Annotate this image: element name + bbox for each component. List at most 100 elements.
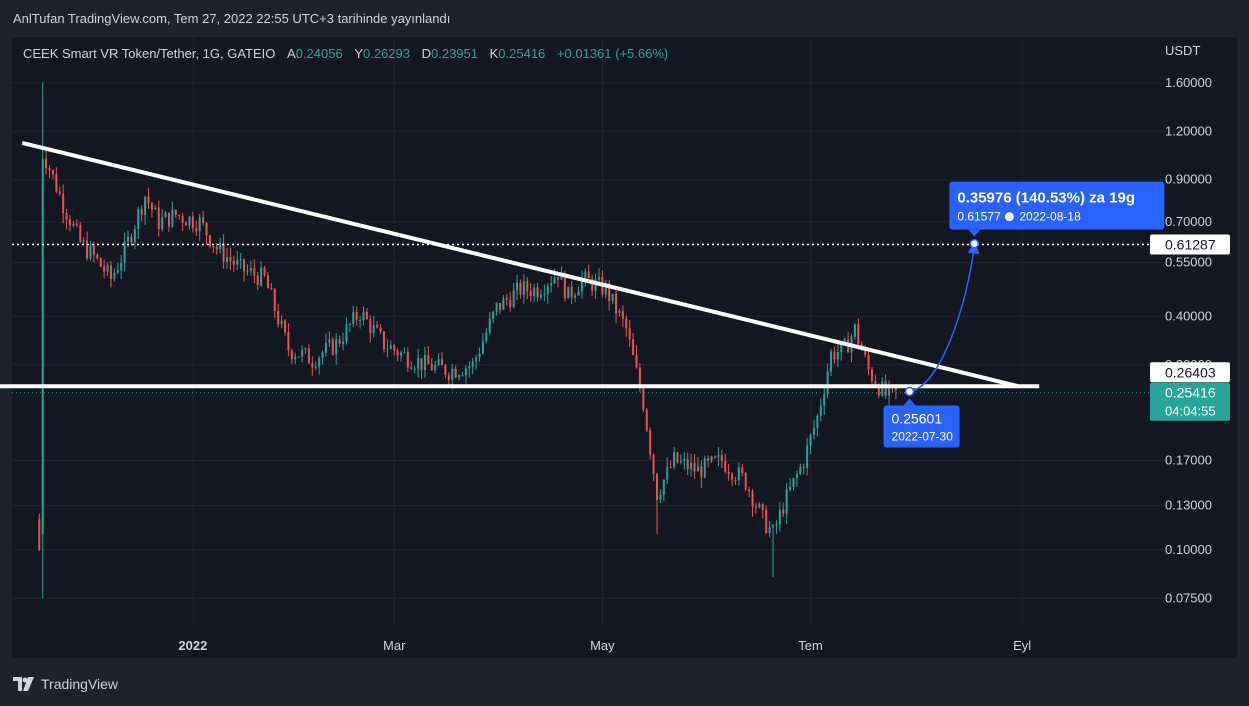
candle-body — [888, 385, 891, 396]
publish-info: AnlTufan TradingView.com, Tem 27, 2022 2… — [13, 11, 451, 26]
candle-body — [546, 285, 549, 294]
candle-body — [570, 286, 573, 298]
candle-body — [754, 506, 757, 508]
candle-body — [150, 202, 153, 210]
projection-change-label: 0.35976 (140.53%) za 19g — [957, 190, 1135, 207]
chart-frame[interactable] — [12, 37, 1237, 658]
candle-body — [185, 222, 188, 226]
candle-body — [464, 368, 467, 376]
candle-body — [294, 356, 297, 359]
candle-body — [290, 350, 293, 359]
candle-body — [202, 217, 205, 223]
candle-body — [270, 288, 273, 290]
candle-body — [181, 216, 184, 223]
candle-body — [666, 466, 669, 480]
drawings[interactable]: 0.35976 (140.53%) za 19g 0.61577 2022-08-1… — [0, 140, 1165, 448]
candle-body — [553, 277, 556, 284]
candle-body — [133, 228, 136, 243]
candle-body — [843, 339, 846, 342]
candle-body — [219, 242, 222, 250]
candle-body — [761, 504, 764, 510]
candle-body — [92, 245, 95, 255]
y-tick-label: 0.70000 — [1165, 214, 1212, 229]
candle-body — [468, 366, 471, 369]
candle-body — [471, 361, 474, 367]
candle-body — [686, 459, 689, 470]
candle-body — [191, 216, 194, 229]
candle-body — [420, 358, 423, 371]
candle-body — [737, 467, 740, 481]
candle-body — [195, 228, 198, 232]
symbol-legend: CEEK Smart VR Token/Tether, 1G, GATEIO A… — [23, 46, 668, 61]
projection-start-handle — [904, 386, 915, 397]
y-tick-label: 0.13000 — [1165, 498, 1212, 513]
candle-body — [775, 524, 778, 526]
candle-body — [277, 310, 280, 325]
y-tick-label: 0.40000 — [1165, 308, 1212, 323]
candle-body — [355, 312, 358, 321]
header-bar: AnlTufan TradingView.com, Tem 27, 2022 2… — [0, 0, 1249, 36]
candle-body — [127, 236, 130, 242]
x-tick-label: Mar — [383, 638, 406, 653]
candle-body — [615, 293, 618, 314]
candle-body — [410, 367, 413, 369]
candle-body — [632, 339, 635, 355]
candle-body — [693, 462, 696, 472]
candle-body — [645, 409, 648, 431]
candle-body — [48, 168, 51, 171]
candle-body — [246, 270, 249, 272]
candle-body — [376, 325, 379, 328]
candle-body — [280, 320, 283, 325]
clock-icon — [1004, 212, 1014, 222]
candle-body — [696, 466, 699, 472]
candle-body — [403, 352, 406, 354]
candle-body — [164, 212, 167, 218]
candle-body — [635, 354, 638, 368]
candle-body — [584, 271, 587, 278]
candle-body — [727, 471, 730, 475]
candle-body — [577, 291, 580, 296]
symbol-title[interactable]: CEEK Smart VR Token/Tether, 1G, GATEIO — [23, 46, 276, 61]
y-tick-label: 0.90000 — [1165, 172, 1212, 187]
candle-body — [772, 525, 775, 528]
open-label: A — [287, 46, 296, 61]
candle-body — [509, 300, 512, 308]
candle-body — [423, 355, 426, 371]
currency-label: USDT — [1165, 43, 1200, 58]
candle-body — [215, 246, 218, 250]
candle-body — [321, 352, 324, 358]
candle-body — [38, 519, 41, 550]
low-value: 0.23951 — [431, 46, 478, 61]
candle-body — [539, 294, 542, 298]
change-value: +0.01361 (+5.66%) — [556, 46, 669, 61]
candle-body — [867, 354, 870, 370]
candle-body — [683, 459, 686, 461]
candle-body — [512, 290, 515, 308]
projection-label-pointer — [968, 229, 981, 237]
candle-body — [652, 454, 655, 474]
candle-body — [840, 341, 843, 352]
candle-body — [307, 348, 310, 364]
candle-body — [557, 277, 560, 280]
high-label: Y — [354, 46, 363, 61]
target-price-tag-box — [1150, 234, 1230, 255]
candle-body — [782, 509, 785, 514]
candle-body — [717, 455, 720, 458]
candle-body — [167, 212, 170, 227]
candle-body — [673, 452, 676, 467]
candle-body — [799, 466, 802, 474]
candle-body — [649, 430, 652, 455]
candle-body — [809, 434, 812, 446]
candle-body — [758, 504, 761, 508]
candle-body — [382, 331, 385, 349]
candle-body — [62, 193, 65, 214]
candle-body — [324, 342, 327, 353]
candle-body — [297, 356, 300, 358]
candle-body — [642, 388, 645, 410]
candle-body — [178, 215, 181, 217]
candle-body — [830, 351, 833, 372]
candle-body — [819, 405, 822, 416]
candle-body — [430, 364, 433, 371]
candle-body — [106, 265, 109, 272]
